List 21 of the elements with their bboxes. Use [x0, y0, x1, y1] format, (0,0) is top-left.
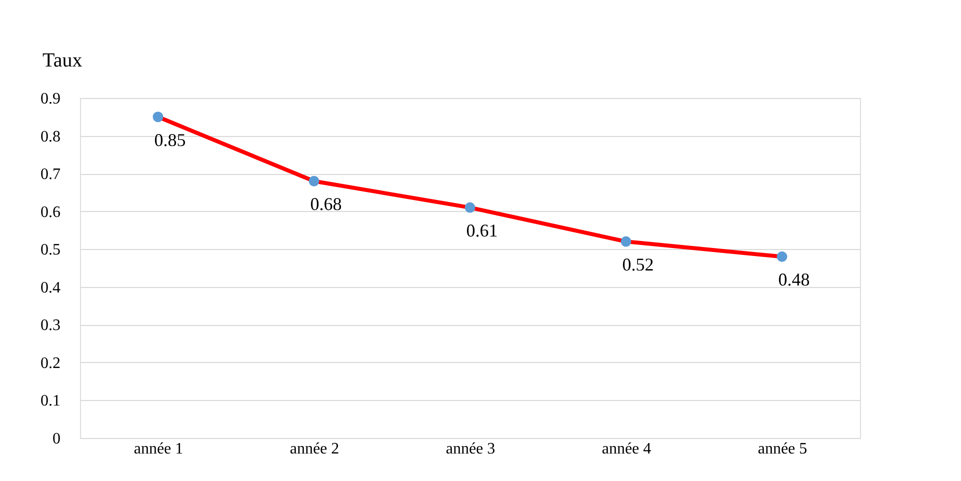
y-tick-label: 0.6	[40, 204, 60, 221]
y-tick-label: 0.4	[40, 279, 60, 296]
y-tick-label: 0.8	[40, 128, 60, 146]
data-label: 0.61	[466, 220, 498, 241]
y-tick-label: 0.5	[40, 242, 60, 259]
x-tick-label: année 1	[134, 440, 184, 458]
y-tick-label: 0	[52, 430, 60, 448]
data-label: 0.48	[778, 270, 810, 290]
y-tick-label: 0.1	[40, 392, 60, 410]
x-tick-label: année 2	[290, 440, 340, 458]
x-tick-label: année 5	[758, 440, 808, 458]
y-tick-label: 0.7	[40, 166, 60, 184]
x-tick-label: année 3	[446, 440, 496, 458]
y-tick-label: 0.2	[40, 354, 60, 372]
data-label: 0.52	[622, 254, 654, 275]
y-axis-title: Taux	[42, 50, 82, 72]
data-label: 0.68	[310, 194, 342, 214]
data-label: 0.85	[154, 130, 186, 150]
y-tick-label: 0.3	[40, 317, 60, 334]
y-tick-label: 0.9	[40, 90, 60, 108]
x-tick-label: année 4	[602, 440, 652, 458]
